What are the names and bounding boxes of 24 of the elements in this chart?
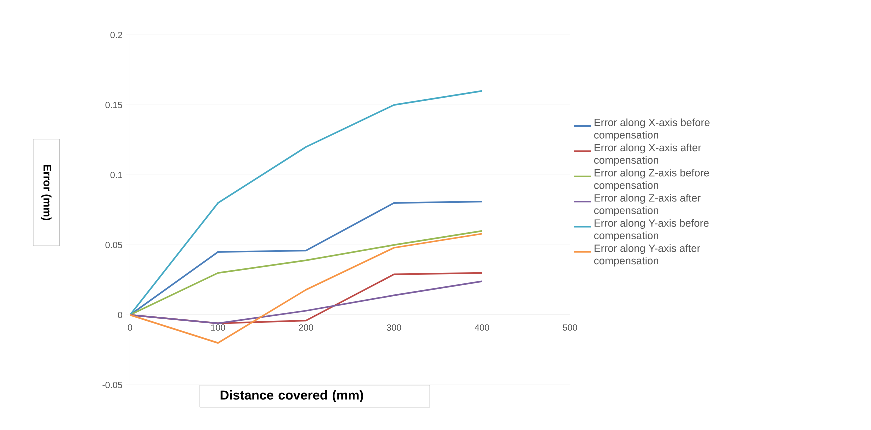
x-tick-label: 400 xyxy=(474,324,490,331)
line-series xyxy=(130,280,484,324)
x-tick-label: 200 xyxy=(299,324,314,331)
line-series xyxy=(130,90,484,316)
x-axis-title: Distance covered (mm) xyxy=(220,390,364,402)
legend-label: Error along Z-axis after compensation xyxy=(594,194,701,216)
legend-label: Error along X-axis before compensation xyxy=(594,118,710,141)
legend-label: Error along Z-axis before compensation xyxy=(594,169,710,192)
y-tick-label: -0.05 xyxy=(102,382,122,388)
x-tick-label: 100 xyxy=(211,324,226,331)
x-tick-label: 300 xyxy=(387,324,402,331)
y-tick-label: 0 xyxy=(118,312,122,318)
y-tick-label: 0.05 xyxy=(106,242,122,248)
line-series xyxy=(130,200,484,316)
y-tick-label: 0.2 xyxy=(110,32,122,38)
legend-label: Error along X-axis after compensation xyxy=(594,144,702,166)
y-tick-label: 0.1 xyxy=(110,172,122,178)
legend-label: Error along Y-axis after compensation xyxy=(594,244,700,267)
y-tick-label: 0.15 xyxy=(106,102,122,108)
line-series xyxy=(130,230,484,316)
x-tick-label: 0 xyxy=(128,324,132,331)
y-axis-title: Error (mm) xyxy=(42,165,52,220)
x-tick-label: 500 xyxy=(563,324,578,331)
legend-label: Error along Y-axis before compensation xyxy=(594,219,709,242)
